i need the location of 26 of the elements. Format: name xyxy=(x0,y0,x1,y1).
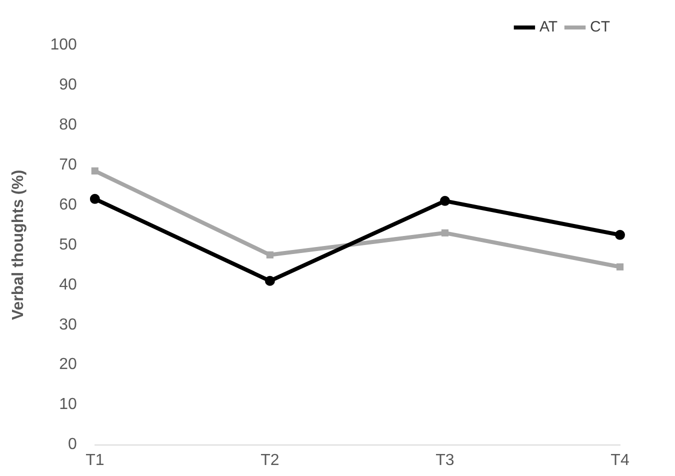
y-tick-label: 80 xyxy=(59,116,77,134)
y-tick-label: 90 xyxy=(59,76,77,94)
x-tick-label: T2 xyxy=(260,452,280,469)
y-axis-title: Verbal thoughts (%) xyxy=(10,170,28,320)
x-tick-label: T3 xyxy=(436,452,454,469)
point xyxy=(616,263,624,270)
point xyxy=(441,229,448,236)
y-tick-label: 30 xyxy=(59,316,77,334)
y-tick-label: 100 xyxy=(50,36,77,54)
y-tick-label: 50 xyxy=(59,236,77,254)
point xyxy=(615,230,625,240)
point xyxy=(264,276,275,286)
point xyxy=(90,194,100,204)
point xyxy=(440,196,450,206)
x-tick-label: T4 xyxy=(610,452,630,469)
x-tick-label: T1 xyxy=(86,452,104,469)
y-tick-label: 20 xyxy=(59,356,77,374)
point xyxy=(266,251,274,258)
y-tick-label: 60 xyxy=(59,196,77,214)
y-tick-label: 0 xyxy=(68,436,77,454)
legend-label: AT xyxy=(539,18,558,36)
point xyxy=(91,167,98,174)
y-tick-label: 40 xyxy=(59,276,77,294)
legend-label: CT xyxy=(590,18,610,36)
y-tick-label: 70 xyxy=(59,156,77,174)
y-tick-label: 10 xyxy=(59,396,77,414)
